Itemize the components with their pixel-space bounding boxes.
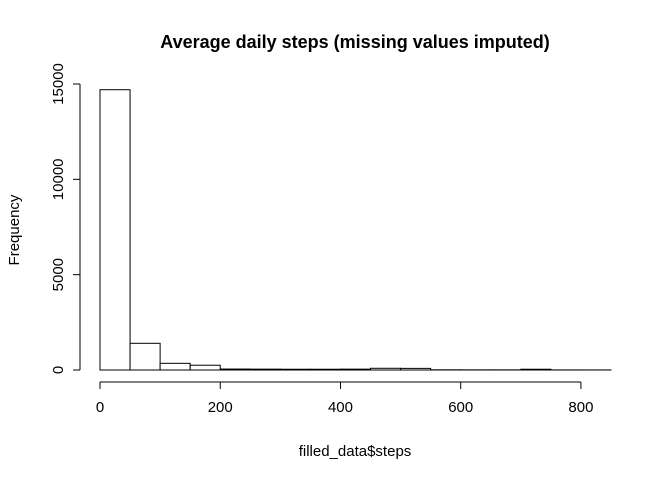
y-axis: 0 5000 10000 15000 <box>50 63 81 374</box>
x-tick-label: 600 <box>448 399 473 416</box>
histogram-bar <box>219 368 251 371</box>
histogram-bar <box>520 368 552 371</box>
histogram-bar <box>339 368 372 371</box>
y-tick-label: 0 <box>50 366 67 374</box>
histogram-bar <box>309 368 341 371</box>
y-tick-label: 5000 <box>50 258 67 291</box>
histogram-bar <box>189 364 221 371</box>
y-tick-label: 10000 <box>50 158 67 200</box>
histogram-bar <box>400 367 432 371</box>
x-axis: 0 200 400 600 800 <box>96 381 593 416</box>
histogram-bar <box>279 368 311 371</box>
histogram-bar <box>370 367 402 371</box>
bars-group <box>99 89 612 371</box>
histogram-bar <box>99 89 131 371</box>
x-tick-label: 200 <box>208 399 233 416</box>
histogram-bar <box>129 342 161 371</box>
y-tick-label: 15000 <box>50 63 67 105</box>
x-tick-label: 0 <box>96 399 104 416</box>
x-tick-label: 800 <box>568 399 593 416</box>
x-axis-label: filled_data$steps <box>299 443 412 460</box>
x-tick-label: 400 <box>328 399 353 416</box>
chart-title: Average daily steps (missing values impu… <box>160 32 549 52</box>
histogram-bar <box>159 362 191 371</box>
histogram-bar <box>249 368 281 371</box>
y-axis-label: Frequency <box>6 194 23 265</box>
